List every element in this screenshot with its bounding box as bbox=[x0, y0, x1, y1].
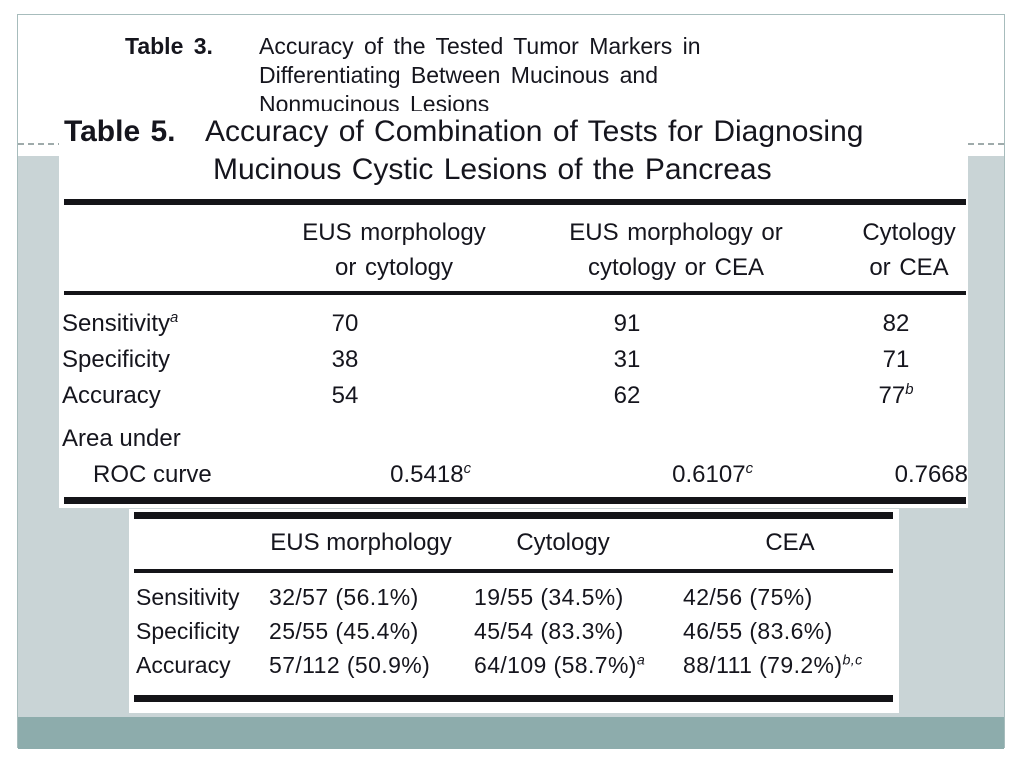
table5-bottom-rule bbox=[64, 497, 966, 504]
table5-header-rule bbox=[64, 291, 966, 295]
marker-table-panel: EUS morphology Cytology CEA Sensitivity … bbox=[129, 509, 899, 713]
table5-label: Table 5. bbox=[64, 115, 176, 148]
table3-title-line3: Nonmucinous Lesions bbox=[259, 91, 490, 117]
marker-cell: 45/54 (83.3%) bbox=[474, 618, 624, 644]
marker-table-header-rule bbox=[134, 569, 893, 573]
marker-cell: 32/57 (56.1%) bbox=[269, 584, 419, 610]
table5-cell: 70 bbox=[331, 310, 359, 337]
footer-band bbox=[18, 717, 1004, 749]
marker-column-header-1: EUS morphology bbox=[270, 529, 452, 556]
marker-column-header-3: CEA bbox=[765, 529, 815, 556]
marker-row-label: Sensitivity bbox=[136, 584, 240, 610]
slide: Table 3. Accuracy of the Tested Tumor Ma… bbox=[17, 14, 1005, 749]
table5-cell: 91 bbox=[613, 310, 641, 337]
marker-row-label: Specificity bbox=[136, 618, 240, 644]
marker-row-label: Accuracy bbox=[136, 652, 231, 678]
table5-row-label: Area under bbox=[62, 425, 181, 452]
table5-cell: 71 bbox=[882, 346, 910, 373]
table5-cell: 77b bbox=[878, 382, 914, 409]
table5-title-line1: Accuracy of Combination of Tests for Dia… bbox=[205, 115, 864, 148]
table5-cell: 38 bbox=[331, 346, 359, 373]
table3-title-line1: Accuracy of the Tested Tumor Markers in bbox=[259, 33, 701, 59]
marker-table-top-rule bbox=[134, 512, 893, 519]
table5-cell: 82 bbox=[882, 310, 910, 337]
marker-table-bottom-rule bbox=[134, 695, 893, 702]
table3-label: Table 3. bbox=[125, 33, 213, 59]
marker-cell: 42/56 (75%) bbox=[683, 584, 813, 610]
table5-title-line2: Mucinous Cystic Lesions of the Pancreas bbox=[213, 153, 772, 186]
marker-column-header-2: Cytology bbox=[516, 529, 610, 556]
table5-panel: Table 5. Accuracy of Combination of Test… bbox=[59, 111, 968, 508]
table5-cell: 0.5418c bbox=[390, 461, 471, 488]
table3-title-line2: Differentiating Between Mucinous and bbox=[259, 62, 658, 88]
table5-row-label: Sensitivitya bbox=[62, 310, 179, 337]
table5-cell: 31 bbox=[613, 346, 641, 373]
table5-column-header-3: Cytology or CEA bbox=[862, 219, 956, 281]
table5-column-header-2: EUS morphology or cytology or CEA bbox=[569, 219, 783, 281]
table5-cell: 0.6107c bbox=[672, 461, 753, 488]
table5-row-label: Specificity bbox=[62, 346, 171, 373]
table5-top-rule bbox=[64, 199, 966, 205]
table5-column-header-1: EUS morphology or cytology bbox=[302, 219, 486, 281]
marker-cell: 25/55 (45.4%) bbox=[269, 618, 419, 644]
table5-row-label: ROC curve bbox=[93, 461, 212, 488]
marker-cell: 19/55 (34.5%) bbox=[474, 584, 624, 610]
marker-cell: 88/111 (79.2%)b,c bbox=[683, 652, 863, 678]
marker-cell: 57/112 (50.9%) bbox=[269, 652, 431, 678]
marker-cell: 46/55 (83.6%) bbox=[683, 618, 833, 644]
marker-cell: 64/109 (58.7%)a bbox=[474, 652, 646, 678]
table5-cell: 54 bbox=[331, 382, 359, 409]
table5-row-label: Accuracy bbox=[62, 382, 161, 409]
table5-cell: 62 bbox=[613, 382, 641, 409]
table5-cell: 0.7668 bbox=[894, 461, 968, 488]
